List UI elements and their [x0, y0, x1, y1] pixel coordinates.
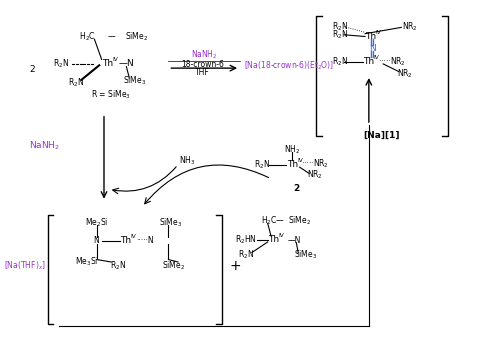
Text: Th: Th	[268, 235, 279, 244]
Text: R$_2$N: R$_2$N	[68, 76, 84, 89]
Text: N: N	[93, 236, 99, 245]
Text: R$_2$N: R$_2$N	[254, 159, 270, 171]
Text: Th: Th	[363, 57, 374, 66]
Text: [Na][1]: [Na][1]	[363, 131, 400, 140]
Text: 2: 2	[29, 65, 35, 74]
Text: $_2$C: $_2$C	[85, 30, 96, 43]
Text: [Na(18-crown-6)(Et$_2$O)]: [Na(18-crown-6)(Et$_2$O)]	[244, 59, 334, 72]
Text: R = SiMe$_3$: R = SiMe$_3$	[91, 88, 131, 101]
Text: R$_2$N: R$_2$N	[53, 58, 69, 70]
Text: SiMe$_3$: SiMe$_3$	[294, 249, 317, 261]
Text: IV: IV	[375, 30, 381, 35]
Text: ·····N: ·····N	[136, 236, 154, 245]
Text: R$_2$N: R$_2$N	[332, 56, 348, 68]
Text: THF: THF	[195, 68, 210, 77]
Text: Me$_2$Si: Me$_2$Si	[85, 216, 108, 229]
Text: H$_2$C: H$_2$C	[262, 215, 278, 227]
Text: Th: Th	[287, 160, 298, 169]
Text: —N: —N	[288, 236, 301, 245]
Text: SiMe$_2$: SiMe$_2$	[288, 215, 311, 227]
Text: NR$_2$: NR$_2$	[397, 67, 413, 80]
Text: Th: Th	[102, 59, 113, 68]
Text: R$_2$N: R$_2$N	[332, 21, 348, 33]
Text: SiMe$_3$: SiMe$_3$	[159, 216, 182, 229]
Text: Th: Th	[120, 236, 131, 245]
Text: —: —	[108, 32, 115, 41]
Text: +: +	[229, 258, 241, 273]
Text: SiMe$_3$: SiMe$_3$	[123, 75, 146, 87]
Text: SiMe$_2$: SiMe$_2$	[125, 30, 149, 43]
Text: H: H	[79, 32, 85, 41]
Text: R$_2$N: R$_2$N	[110, 259, 126, 272]
Text: NH$_2$: NH$_2$	[285, 143, 300, 156]
Text: Th: Th	[365, 32, 376, 41]
Text: NaNH$_2$: NaNH$_2$	[29, 139, 60, 152]
Text: [Na(THF)$_x$]: [Na(THF)$_x$]	[4, 259, 46, 272]
Text: NH$_3$: NH$_3$	[180, 155, 196, 167]
Text: IV: IV	[112, 57, 118, 62]
Text: R$_2$HN: R$_2$HN	[235, 234, 257, 246]
Text: NR$_2$: NR$_2$	[307, 169, 323, 182]
Text: IV: IV	[278, 233, 284, 238]
Text: Me$_3$Si: Me$_3$Si	[75, 256, 99, 268]
Text: N: N	[369, 44, 375, 53]
Text: R$_2$N: R$_2$N	[238, 249, 253, 261]
Text: —: —	[276, 216, 283, 225]
Text: 2: 2	[293, 184, 300, 193]
Text: IV: IV	[130, 234, 136, 239]
Text: 18-crown-6: 18-crown-6	[181, 60, 224, 69]
Text: ·····NR$_2$: ·····NR$_2$	[378, 56, 406, 68]
Text: —N: —N	[118, 59, 134, 68]
Text: ·····NR$_2$: ·····NR$_2$	[301, 158, 329, 170]
Text: IV: IV	[373, 55, 379, 60]
Text: NaNH$_2$: NaNH$_2$	[191, 48, 217, 61]
Text: SiMe$_2$: SiMe$_2$	[162, 259, 185, 272]
Text: R$_2$N: R$_2$N	[332, 29, 348, 41]
Text: IV: IV	[297, 158, 303, 162]
Text: NR$_2$: NR$_2$	[402, 21, 418, 33]
